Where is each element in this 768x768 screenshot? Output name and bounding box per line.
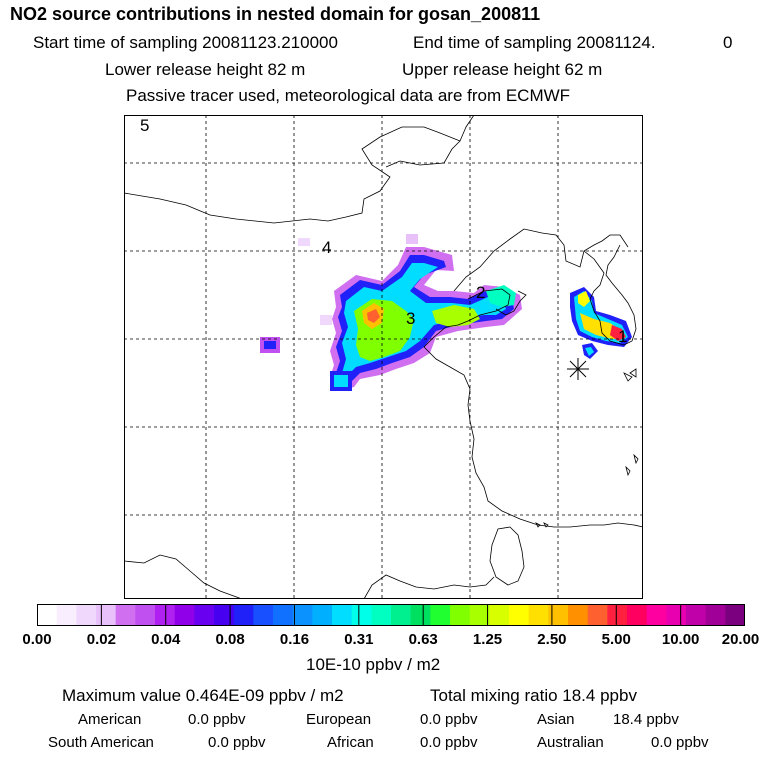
colorbar-cell [666, 604, 687, 626]
region-european-name: European [306, 711, 372, 728]
colorbar-cell [214, 604, 235, 626]
colorbar-tick-label: 0.63 [408, 631, 438, 648]
colorbar-cell [587, 604, 608, 626]
max-value: Maximum value 0.464E-09 ppbv / m2 [62, 686, 344, 705]
region-american-value: 0.0 ppbv [188, 711, 246, 728]
colorbar-tick-label: 0.16 [279, 631, 310, 648]
plume-peak [367, 309, 380, 323]
lower-release-height: Lower release height 82 m [105, 60, 306, 79]
colorbar-cell [705, 604, 726, 626]
plume-cell [585, 347, 594, 356]
colorbar-cell [194, 604, 215, 626]
total-mixing-ratio: Total mixing ratio 18.4 ppbv [430, 686, 637, 705]
region-asian-name: Asian [537, 711, 575, 728]
plume-cell [298, 238, 310, 246]
colorbar-cell [646, 604, 667, 626]
colorbar-cell [96, 604, 117, 626]
plume-cell [406, 234, 418, 244]
colorbar-cell [469, 604, 490, 626]
colorbar-tick-label: 0.31 [344, 631, 374, 648]
map-corner-label: 5 [140, 116, 149, 135]
plume-core [578, 291, 590, 307]
colorbar-tick-label: 10.00 [661, 631, 700, 648]
colorbar-cell [351, 604, 372, 626]
end-time-suffix: 0 [723, 33, 733, 52]
source-label-1: 1 [618, 327, 627, 346]
colorbar-unit: 10E-10 ppbv / m2 [306, 655, 441, 674]
colorbar-cell [548, 604, 569, 626]
colorbar-cell [686, 604, 707, 626]
colorbar-cell [509, 604, 530, 626]
colorbar-cell [528, 604, 549, 626]
source-label-3: 3 [406, 309, 415, 328]
start-time-label: Start time of sampling 20081123.210000 [33, 33, 338, 52]
source-label-2: 2 [476, 283, 485, 302]
concentration-plume [260, 234, 632, 391]
colorbar-cell [371, 604, 392, 626]
colorbar-cell [135, 604, 156, 626]
colorbar-cell [273, 604, 294, 626]
colorbar-tick-label: 2.50 [537, 631, 567, 648]
region-south-american-value: 0.0 ppbv [208, 734, 266, 751]
region-african-value: 0.0 ppbv [420, 734, 478, 751]
plume-core [432, 305, 480, 327]
colorbar-cell [312, 604, 333, 626]
colorbar [37, 604, 745, 626]
map-panel: 5 4 3 2 1 [124, 115, 643, 599]
colorbar-tick-label: 0.04 [151, 631, 181, 648]
graticule [124, 115, 643, 599]
colorbar-tick-label: 0.02 [86, 631, 116, 648]
colorbar-cell [450, 604, 471, 626]
colorbar-tick-label: 0.00 [22, 631, 52, 648]
colorbar-cell [430, 604, 451, 626]
plume-cell [334, 375, 348, 387]
upper-release-height: Upper release height 62 m [402, 60, 603, 79]
colorbar-cell [56, 604, 77, 626]
colorbar-cell [37, 604, 58, 626]
region-australian-name: Australian [537, 734, 604, 751]
coastlines [124, 115, 643, 599]
plume-cell [264, 341, 276, 349]
colorbar-cell [410, 604, 431, 626]
source-label-4: 4 [322, 238, 331, 257]
colorbar-tick-label: 5.00 [601, 631, 631, 648]
end-time-label: End time of sampling 20081124. [413, 33, 656, 52]
colorbar-cell [627, 604, 648, 626]
colorbar-cell [233, 604, 254, 626]
page-title: NO2 source contributions in nested domai… [10, 4, 541, 24]
region-australian-value: 0.0 ppbv [651, 734, 709, 751]
region-european-value: 0.0 ppbv [420, 711, 478, 728]
colorbar-cell [391, 604, 412, 626]
receptor-star-icon [567, 358, 589, 380]
colorbar-cell [292, 604, 313, 626]
colorbar-cell [115, 604, 136, 626]
colorbar-cell [174, 604, 195, 626]
colorbar-cell [332, 604, 353, 626]
plume-cell [320, 315, 332, 325]
region-asian-value: 18.4 ppbv [613, 711, 679, 728]
tracer-note: Passive tracer used, meteorological data… [126, 86, 571, 105]
colorbar-tick-label: 0.08 [215, 631, 245, 648]
colorbar-cell [76, 604, 97, 626]
colorbar-cell [568, 604, 589, 626]
region-south-american-name: South American [48, 734, 154, 751]
colorbar-cell [607, 604, 628, 626]
colorbar-tick-label: 20.00 [721, 631, 760, 648]
colorbar-tick-label: 1.25 [472, 631, 503, 648]
region-american-name: American [78, 711, 142, 728]
colorbar-cell [253, 604, 274, 626]
plume-peak [610, 325, 626, 341]
region-african-name: African [327, 734, 374, 751]
colorbar-cell [155, 604, 176, 626]
colorbar-cell [489, 604, 510, 626]
colorbar-cell [725, 604, 745, 626]
